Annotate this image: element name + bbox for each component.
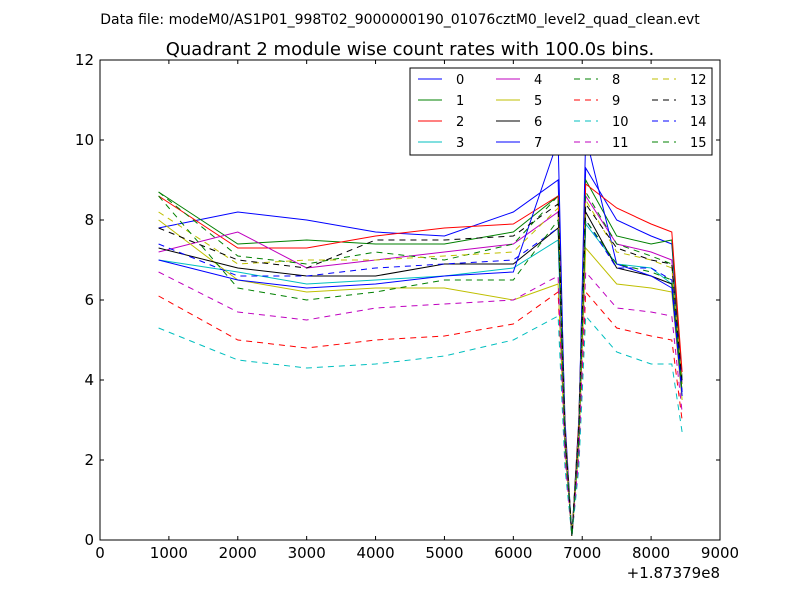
legend-label-10: 10 [612,115,629,130]
series-line-1 [158,178,683,537]
y-tick-label: 4 [84,371,94,389]
y-tick-label: 2 [84,451,94,469]
x-tick-label: 9000 [701,544,739,562]
x-tick-label: 3000 [288,544,326,562]
x-tick-label: 8000 [632,544,670,562]
legend-label-6: 6 [534,115,542,130]
y-tick-label: 8 [84,211,94,229]
series-line-2 [158,183,683,537]
series-line-10 [158,314,683,537]
legend-label-8: 8 [612,73,620,88]
legend-label-12: 12 [690,73,707,88]
series-line-13 [158,202,683,537]
legend-label-1: 1 [456,94,464,109]
x-tick-label: 0 [95,544,105,562]
legend-label-14: 14 [690,115,707,130]
legend-label-11: 11 [612,136,629,151]
legend-label-15: 15 [690,136,707,151]
legend-label-13: 13 [690,94,707,109]
y-tick-label: 10 [75,131,94,149]
legend-label-4: 4 [534,73,542,88]
x-tick-label: 7000 [563,544,601,562]
x-axis-offset-text: +1.87379e8 [627,564,720,582]
x-tick-label: 2000 [219,544,257,562]
figure-supertitle: Data file: modeM0/AS1P01_998T02_90000001… [100,12,700,28]
legend-label-9: 9 [612,94,620,109]
legend-label-5: 5 [534,94,542,109]
series-line-9 [158,290,683,537]
series-line-15 [158,195,683,537]
plot-series-group [158,135,683,537]
x-tick-label: 4000 [356,544,394,562]
legend-label-0: 0 [456,73,464,88]
legend-label-7: 7 [534,136,542,151]
y-tick-label: 0 [84,531,94,549]
y-tick-label: 6 [84,291,94,309]
series-line-6 [158,210,683,537]
x-tick-label: 1000 [150,544,188,562]
axis-ticks: 0 1000 2000 3000 4000 5000 6000 7000 8000 9000 0 2 4… [75,51,739,562]
legend-frame [409,67,713,156]
series-line-12 [158,198,683,537]
x-tick-label: 6000 [494,544,532,562]
chart-title: Quadrant 2 module wise count rates with … [166,39,655,60]
legend-label-2: 2 [456,115,464,130]
y-tick-label: 12 [75,51,94,69]
x-tick-label: 5000 [425,544,463,562]
legend-label-3: 3 [456,136,464,151]
series-line-3 [158,222,683,537]
series-line-11 [158,270,683,537]
